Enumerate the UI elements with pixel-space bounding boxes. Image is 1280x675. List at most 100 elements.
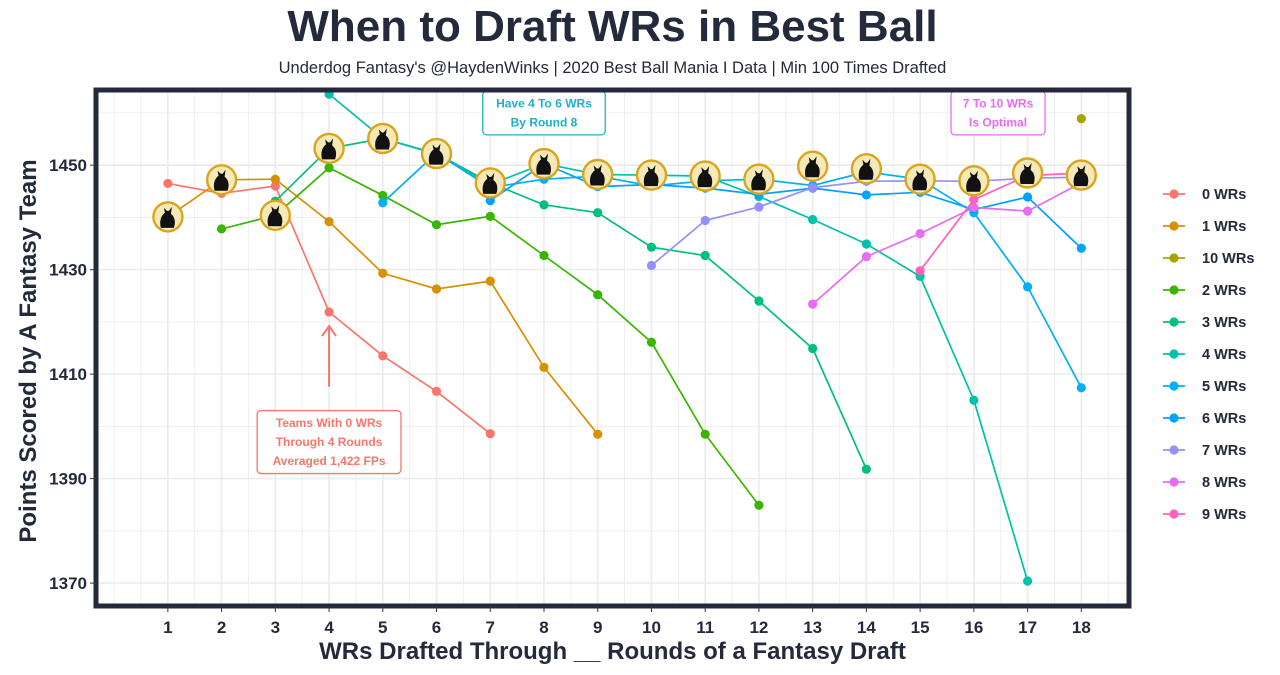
- data-point-7-wrs: [646, 260, 657, 271]
- data-point-2-wrs: [216, 224, 227, 234]
- data-point-9-wrs: [915, 266, 925, 276]
- data-point-2-wrs: [700, 429, 710, 439]
- x-tick-label: 9: [593, 618, 602, 637]
- annotation-text-line: Averaged 1,422 FPs: [273, 454, 386, 468]
- legend-label: 9 WRs: [1202, 507, 1246, 523]
- data-point-1-wrs: [539, 362, 549, 372]
- legend-label: 3 WRs: [1202, 315, 1246, 331]
- x-tick-label: 6: [432, 618, 441, 637]
- legend-key-point: [1169, 253, 1179, 263]
- data-point-7-wrs: [808, 183, 818, 193]
- marker-silhouette: [805, 156, 820, 178]
- x-tick-label: 14: [857, 618, 876, 637]
- x-tick-label: 2: [217, 618, 226, 637]
- data-point-1-wrs: [485, 276, 495, 286]
- legend: 0 WRs 1 WRs 10 WRs 2 WRs 3 WRs 4 WRs 5 WRs 6 WR…: [1163, 187, 1254, 523]
- annotation-box: [256, 409, 402, 475]
- legend-label: 0 WRs: [1202, 187, 1246, 203]
- annotation-text-line: 7 To 10 WRs: [963, 96, 1034, 110]
- data-point-3-wrs: [700, 250, 710, 261]
- data-point-0-wrs: [163, 178, 173, 189]
- legend-key-point: [1169, 509, 1179, 519]
- legend-item-4-wrs: 4 WRs: [1163, 347, 1246, 363]
- legend-key-point: [1169, 381, 1179, 391]
- legend-key-point: [1169, 445, 1179, 455]
- legend-key-point: [1169, 413, 1179, 423]
- legend-label: 1 WRs: [1202, 219, 1246, 235]
- data-point-5-wrs: [1022, 282, 1033, 292]
- data-point-1-wrs: [270, 174, 280, 184]
- data-point-0-wrs: [431, 386, 442, 396]
- annotation-arrow-head: [321, 324, 337, 337]
- data-point-9-wrs: [969, 195, 979, 205]
- legend-label: 7 WRs: [1202, 443, 1246, 459]
- data-point-2-wrs: [646, 337, 657, 347]
- chart-title: When to Draft WRs in Best Ball: [287, 2, 938, 51]
- annotation-text-line: By Round 8: [511, 115, 578, 129]
- x-tick-label: 16: [964, 618, 983, 637]
- marker-silhouette: [643, 165, 659, 187]
- best-result-marker-icon: [635, 159, 668, 191]
- legend-item-9-wrs: 9 WRs: [1163, 507, 1246, 523]
- data-point-8-wrs: [861, 251, 871, 262]
- x-tick-label: 5: [378, 618, 387, 637]
- data-point-2-wrs: [593, 290, 603, 300]
- annotation-text-line: Have 4 To 6 WRs: [496, 96, 592, 110]
- data-point-1-wrs: [431, 284, 442, 294]
- x-tick-label: 10: [642, 618, 661, 637]
- legend-item-10-wrs: 10 WRs: [1163, 251, 1254, 267]
- data-point-7-wrs: [700, 215, 710, 226]
- data-point-5-wrs: [1076, 383, 1086, 393]
- legend-item-7-wrs: 7 WRs: [1163, 443, 1246, 459]
- marker-silhouette: [375, 128, 390, 150]
- marker-silhouette: [267, 205, 283, 227]
- highlight-marker-layer: [152, 122, 1098, 233]
- x-tick-label: 13: [803, 618, 822, 637]
- marker-silhouette: [536, 153, 551, 175]
- y-tick-label: 1370: [49, 574, 87, 593]
- best-result-marker-icon: [313, 132, 345, 165]
- marker-silhouette: [697, 166, 713, 188]
- data-point-1-wrs: [324, 216, 334, 227]
- x-tick-label: 11: [696, 618, 714, 637]
- x-tick-label: 12: [749, 618, 768, 637]
- legend-label: 2 WRs: [1202, 283, 1246, 299]
- annotation-layer: Teams With 0 WRs Through 4 Rounds Averaged…: [256, 90, 1046, 475]
- data-point-8-wrs: [915, 228, 925, 239]
- y-tick-label: 1450: [49, 156, 87, 175]
- x-tick-label: 3: [271, 618, 280, 637]
- data-point-6-wrs: [1076, 243, 1086, 253]
- data-point-2-wrs: [754, 500, 764, 510]
- data-point-3-wrs: [646, 242, 657, 252]
- legend-item-1-wrs: 1 WRs: [1163, 219, 1246, 235]
- marker-silhouette: [213, 169, 229, 191]
- legend-item-0-wrs: 0 WRs: [1163, 187, 1246, 203]
- legend-label: 10 WRs: [1202, 251, 1254, 267]
- best-result-marker-icon: [528, 147, 560, 180]
- data-point-0-wrs: [270, 181, 280, 191]
- x-tick-label: 4: [324, 618, 334, 637]
- data-point-4-wrs: [969, 395, 979, 405]
- y-axis-title: Points Scored by A Fantasy Team: [15, 159, 42, 542]
- data-point-3-wrs: [593, 208, 603, 218]
- data-point-3-wrs: [861, 464, 871, 474]
- data-point-6-wrs: [1022, 192, 1033, 202]
- best-result-marker-icon: [152, 201, 184, 233]
- data-point-7-wrs: [754, 202, 764, 212]
- marker-silhouette: [590, 164, 605, 186]
- series-line-8-wrs: [812, 182, 1082, 305]
- best-result-marker-icon: [1011, 157, 1044, 189]
- data-point-3-wrs: [539, 200, 549, 210]
- legend-item-2-wrs: 2 WRs: [1163, 283, 1246, 299]
- legend-key-point: [1169, 477, 1179, 487]
- best-result-marker-icon: [850, 153, 883, 185]
- annotation-text-line: Through 4 Rounds: [276, 435, 383, 449]
- best-result-marker-icon: [205, 164, 238, 196]
- data-point-2-wrs: [324, 163, 334, 173]
- data-point-8-wrs: [808, 299, 818, 309]
- y-tick-label: 1430: [49, 261, 87, 280]
- marker-silhouette: [858, 158, 874, 180]
- x-tick-label: 7: [486, 618, 495, 637]
- best-result-marker-icon: [743, 163, 775, 195]
